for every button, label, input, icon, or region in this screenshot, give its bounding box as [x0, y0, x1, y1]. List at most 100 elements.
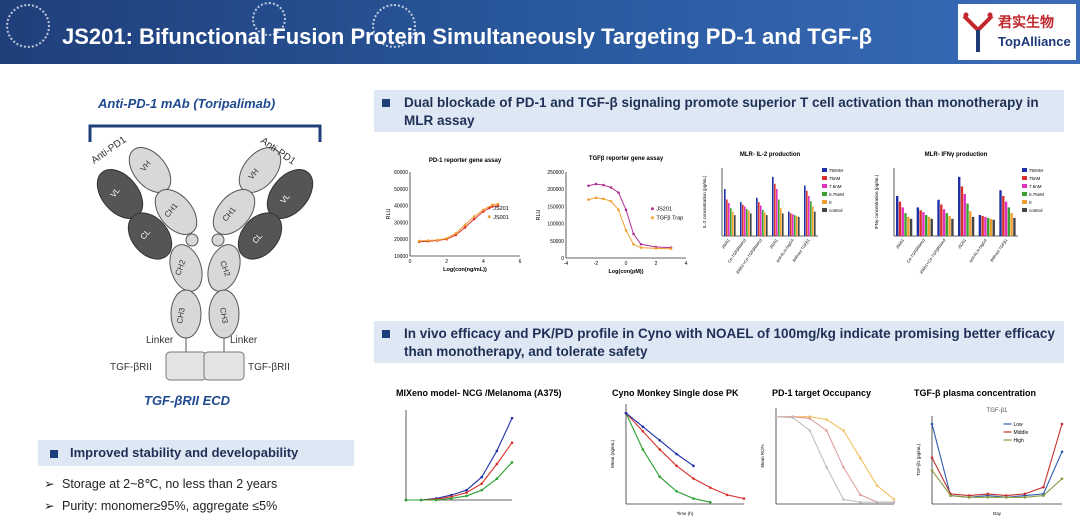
- data-point: [692, 497, 695, 500]
- tgf-ecd-right: [203, 351, 245, 381]
- y-tick-label: 60000: [394, 170, 408, 176]
- bullet-square-icon: [50, 449, 58, 458]
- legend-marker: [650, 216, 654, 220]
- data-point: [436, 238, 439, 242]
- arrow-bullet-icon: ➢: [44, 499, 55, 513]
- category-label: JS001: [720, 237, 731, 250]
- data-point: [404, 498, 408, 502]
- y-tick-label: 50000: [550, 239, 564, 245]
- series-line: [588, 197, 672, 250]
- legend-label: 7.5nM: [1029, 184, 1042, 189]
- legend-label: 75nM: [829, 176, 841, 181]
- series-line: [588, 183, 672, 249]
- company-logo-icon: [962, 12, 994, 52]
- bar: [744, 206, 746, 236]
- legend-label: 750nM: [829, 168, 843, 173]
- x-tick-label: 0: [409, 259, 412, 265]
- data-point: [624, 229, 628, 232]
- antibody-bracket: [88, 124, 322, 142]
- bar: [901, 207, 904, 236]
- x-axis-label: Log(con(ng/mL)): [443, 267, 487, 273]
- data-point: [658, 439, 662, 442]
- data-point: [825, 429, 828, 432]
- bar: [780, 208, 782, 236]
- bullet-item: ➢ Purity: monomer≥95%, aggregate ≤5%: [44, 498, 277, 513]
- bar: [992, 219, 995, 236]
- x-axis-label: Time (h): [677, 511, 694, 516]
- data-point: [1060, 450, 1064, 454]
- data-point: [986, 492, 990, 496]
- cyno-pk-chart: Cyno Monkey Single dose PK Mean (ng/mL) Ti…: [610, 388, 746, 516]
- bar: [978, 215, 982, 236]
- ch2-domain-right: [207, 244, 241, 292]
- data-point: [742, 497, 746, 500]
- data-point: [632, 242, 635, 246]
- bar: [814, 211, 816, 236]
- chart-title: PD-1 reporter gene assay: [429, 158, 502, 164]
- bullet-square-icon: [382, 330, 390, 338]
- series-line: [776, 416, 895, 500]
- bar: [794, 215, 796, 236]
- bar: [999, 190, 1002, 236]
- y-axis-label: RLU: [386, 208, 392, 219]
- data-point: [791, 416, 795, 419]
- chart-title: MLR- IL-2 production: [740, 152, 801, 158]
- y-tick-label: 20000: [394, 237, 408, 243]
- antibody-diagram: Anti-PD1 Anti-PD1 VH VL CH1 CL VH VL CH1…: [88, 124, 322, 381]
- section-header-invivo: In vivo efficacy and PK/PD profile in Cy…: [374, 321, 1064, 363]
- bar: [984, 216, 987, 236]
- data-point: [1060, 477, 1064, 481]
- data-point: [808, 429, 812, 432]
- y-axis-label: RLU: [536, 209, 542, 220]
- data-point: [892, 498, 896, 501]
- data-point: [1004, 495, 1008, 499]
- data-point: [967, 495, 971, 499]
- bar: [798, 216, 800, 236]
- category-label: JS001: [895, 237, 906, 250]
- bar: [776, 189, 778, 236]
- data-point: [427, 239, 430, 242]
- data-point: [675, 464, 678, 468]
- data-point: [632, 232, 635, 236]
- series-line: [625, 412, 711, 503]
- data-point: [480, 482, 484, 485]
- bar: [758, 202, 760, 236]
- bar: [756, 197, 758, 236]
- bar: [989, 218, 993, 236]
- bar: [948, 215, 951, 236]
- ch2-domain-left: [169, 244, 203, 292]
- y-tick-label: 250000: [547, 170, 564, 176]
- data-point: [858, 493, 862, 497]
- legend-label: JS001: [493, 215, 509, 221]
- cl-domain-left: [127, 212, 173, 260]
- data-point: [639, 242, 643, 246]
- bar: [951, 218, 954, 236]
- legend-swatch: [1022, 192, 1027, 196]
- data-point: [434, 498, 438, 502]
- ch1-domain-left: [154, 189, 198, 235]
- bullet-item: ➢ Storage at 2~8℃, no less than 2 years: [44, 476, 277, 491]
- bar: [750, 213, 752, 236]
- data-point: [930, 422, 934, 426]
- category-label: JS201: [768, 237, 779, 250]
- ecd-title: TGF-βRII ECD: [144, 393, 231, 408]
- data-point: [930, 456, 934, 459]
- data-point: [510, 416, 514, 420]
- data-point: [708, 500, 712, 504]
- data-point: [641, 425, 645, 429]
- series-line: [625, 412, 745, 500]
- bar: [896, 195, 899, 236]
- data-point: [624, 208, 628, 212]
- legend-marker: [650, 207, 654, 211]
- data-point: [675, 452, 678, 456]
- chart-title: MIXeno model- NCG /Melanoma (A375): [396, 388, 562, 398]
- data-point: [480, 488, 484, 492]
- data-point: [480, 475, 484, 479]
- legend-swatch: [822, 192, 827, 196]
- y-tick-label: 0: [561, 256, 564, 262]
- bar: [969, 211, 972, 236]
- data-point: [450, 497, 453, 500]
- ch3-label-left: CH3: [175, 306, 187, 324]
- data-point: [986, 495, 990, 499]
- x-tick-label: 6: [519, 259, 522, 265]
